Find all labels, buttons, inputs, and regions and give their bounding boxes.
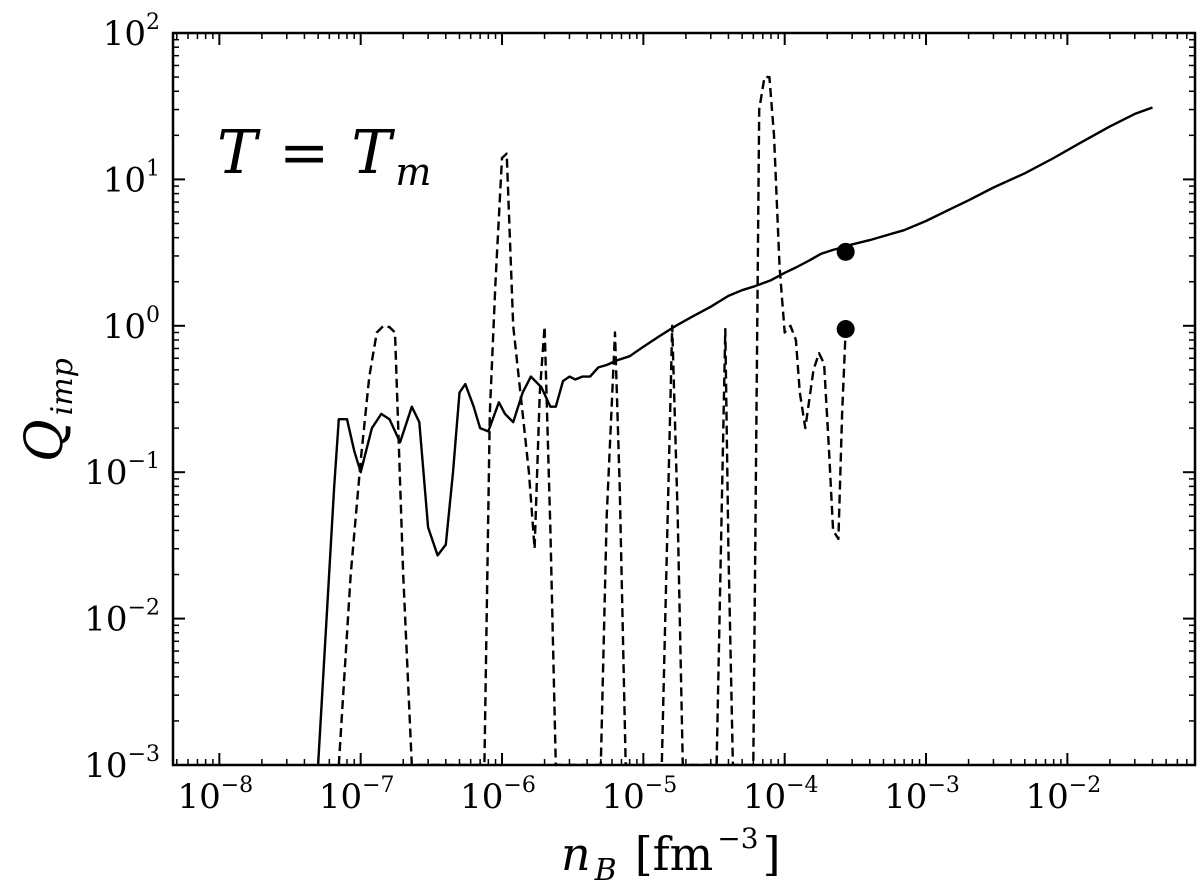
dashed-series-end-marker xyxy=(836,320,855,339)
marker-layer xyxy=(836,242,855,339)
x-tick-label: 10−2 xyxy=(1026,773,1102,817)
series-layer xyxy=(316,75,1153,765)
x-tick-label: 10−8 xyxy=(177,773,253,817)
x-tick-label: 10−4 xyxy=(743,773,819,817)
y-tick-label: 10−1 xyxy=(84,449,160,493)
dashed-series-line xyxy=(337,75,847,765)
plot-frame xyxy=(171,31,1197,767)
y-tick-label: 10−3 xyxy=(84,742,160,786)
x-tick-label: 10−3 xyxy=(884,773,960,817)
solid-series-line xyxy=(316,106,1153,765)
y-tick-label: 100 xyxy=(103,303,160,347)
y-tick-label: 10−2 xyxy=(84,596,160,640)
tick-layer xyxy=(173,32,1196,766)
y-axis-label: Q imp xyxy=(15,358,80,462)
y-tick-label: 102 xyxy=(103,10,160,54)
x-axis-label: n B [fm −3 ] xyxy=(561,822,781,888)
y-tick-label: 101 xyxy=(103,156,160,200)
solid-series-end-marker xyxy=(836,242,855,261)
x-tick-label: 10−6 xyxy=(460,773,536,817)
x-tick-label: 10−7 xyxy=(319,773,395,817)
tick-label-layer: 10−8 10−7 10−6 10−5 10−4 10−3 10−2 10−3 10−2 10−1… xyxy=(84,10,1101,817)
x-tick-label: 10−5 xyxy=(602,773,678,817)
annotation: T = T m xyxy=(217,118,431,194)
